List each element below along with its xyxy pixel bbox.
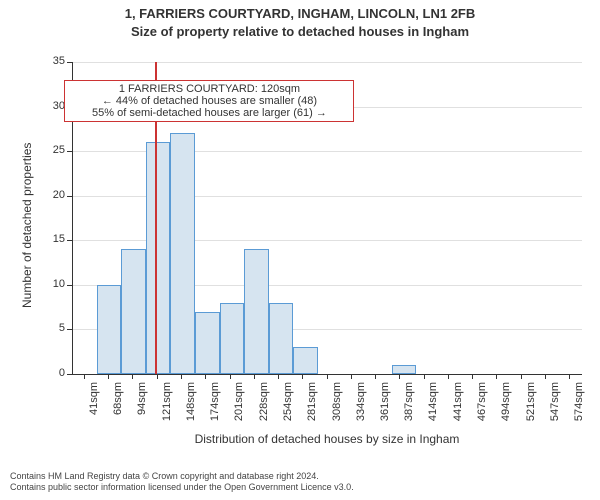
histogram-bar bbox=[244, 249, 269, 374]
x-axis-label: Distribution of detached houses by size … bbox=[72, 432, 582, 446]
footer-attribution: Contains HM Land Registry data © Crown c… bbox=[10, 471, 354, 494]
x-tick-label: 41sqm bbox=[88, 382, 100, 415]
histogram-bar bbox=[392, 365, 417, 374]
x-tick bbox=[84, 374, 85, 379]
x-tick-label: 574sqm bbox=[573, 382, 585, 421]
y-tick-label: 30 bbox=[37, 100, 65, 112]
annotation-box: 1 FARRIERS COURTYARD: 120sqm ← 44% of de… bbox=[64, 80, 354, 122]
annotation-line3: 55% of semi-detached houses are larger (… bbox=[69, 107, 349, 119]
x-tick-label: 174sqm bbox=[209, 382, 221, 421]
x-tick-label: 228sqm bbox=[258, 382, 270, 421]
x-tick-label: 547sqm bbox=[549, 382, 561, 421]
x-tick-label: 148sqm bbox=[185, 382, 197, 421]
x-tick bbox=[399, 374, 400, 379]
chart-title-line1: 1, FARRIERS COURTYARD, INGHAM, LINCOLN, … bbox=[0, 6, 600, 21]
x-tick-label: 387sqm bbox=[403, 382, 415, 421]
y-tick-label: 0 bbox=[37, 367, 65, 379]
x-tick bbox=[569, 374, 570, 379]
x-tick-label: 467sqm bbox=[476, 382, 488, 421]
x-tick bbox=[472, 374, 473, 379]
x-tick-label: 414sqm bbox=[428, 382, 440, 421]
y-tick-label: 25 bbox=[37, 144, 65, 156]
x-tick-label: 521sqm bbox=[525, 382, 537, 421]
x-tick bbox=[496, 374, 497, 379]
y-tick-label: 5 bbox=[37, 322, 65, 334]
x-tick bbox=[448, 374, 449, 379]
x-tick-label: 334sqm bbox=[355, 382, 367, 421]
histogram-bar bbox=[293, 347, 318, 374]
y-tick-label: 35 bbox=[37, 55, 65, 67]
x-tick bbox=[545, 374, 546, 379]
annotation-line1: 1 FARRIERS COURTYARD: 120sqm bbox=[69, 83, 349, 95]
y-tick-label: 15 bbox=[37, 233, 65, 245]
histogram-bar bbox=[220, 303, 245, 374]
x-tick bbox=[254, 374, 255, 379]
grid-line bbox=[72, 62, 582, 63]
x-tick-label: 68sqm bbox=[112, 382, 124, 415]
histogram-bar bbox=[97, 285, 122, 374]
x-tick-label: 94sqm bbox=[136, 382, 148, 415]
x-tick-label: 254sqm bbox=[282, 382, 294, 421]
x-tick bbox=[302, 374, 303, 379]
x-tick-label: 281sqm bbox=[306, 382, 318, 421]
annotation-line2: ← 44% of detached houses are smaller (48… bbox=[69, 95, 349, 107]
x-tick bbox=[424, 374, 425, 379]
x-tick-label: 441sqm bbox=[452, 382, 464, 421]
x-tick-label: 361sqm bbox=[379, 382, 391, 421]
y-tick-label: 20 bbox=[37, 189, 65, 201]
y-axis-label: Number of detached properties bbox=[20, 143, 34, 308]
x-tick bbox=[205, 374, 206, 379]
x-tick bbox=[132, 374, 133, 379]
y-tick-label: 10 bbox=[37, 278, 65, 290]
histogram-bar bbox=[121, 249, 146, 374]
x-tick bbox=[351, 374, 352, 379]
x-tick bbox=[157, 374, 158, 379]
chart-title-line2: Size of property relative to detached ho… bbox=[0, 24, 600, 39]
x-tick-label: 121sqm bbox=[161, 382, 173, 421]
x-tick bbox=[327, 374, 328, 379]
x-tick-label: 308sqm bbox=[331, 382, 343, 421]
histogram-bar bbox=[170, 133, 195, 374]
footer-line1: Contains HM Land Registry data © Crown c… bbox=[10, 471, 354, 483]
x-tick bbox=[181, 374, 182, 379]
x-tick-label: 201sqm bbox=[234, 382, 246, 421]
x-tick bbox=[375, 374, 376, 379]
histogram-bar bbox=[269, 303, 294, 374]
x-tick bbox=[278, 374, 279, 379]
x-tick bbox=[108, 374, 109, 379]
chart-container: { "title_line1": "1, FARRIERS COURTYARD,… bbox=[0, 0, 600, 500]
x-tick bbox=[230, 374, 231, 379]
histogram-bar bbox=[146, 142, 171, 374]
x-tick-label: 494sqm bbox=[500, 382, 512, 421]
footer-line2: Contains public sector information licen… bbox=[10, 482, 354, 494]
histogram-bar bbox=[195, 312, 220, 374]
x-tick bbox=[521, 374, 522, 379]
